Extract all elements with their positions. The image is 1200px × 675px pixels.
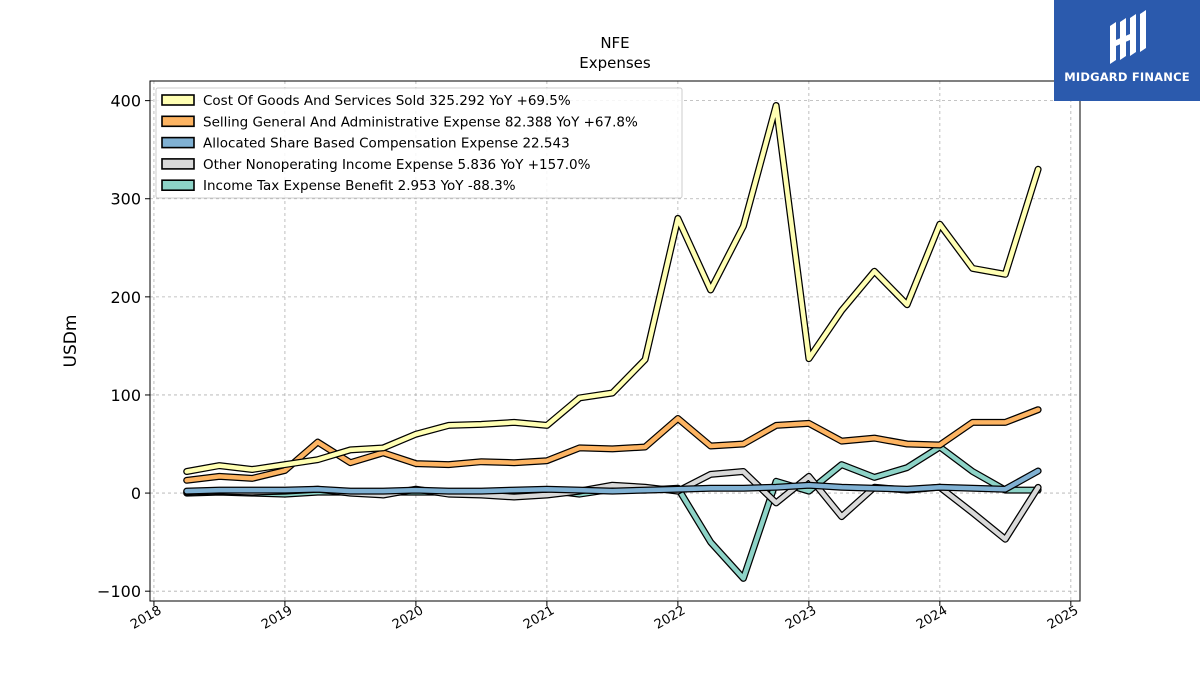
plot-frame [149,80,1081,602]
series-1-line [183,102,1042,475]
x-tick-label: 2022 [652,603,688,633]
series-line-outline [183,468,1042,543]
legend-label: Selling General And Administrative Expen… [203,114,638,130]
y-axis-label: USDm [61,315,81,368]
legend-item-1: Cost Of Goods And Services Sold 325.292 … [161,93,571,109]
series-2-line [183,406,1042,484]
y-tick-label: 200 [110,288,141,307]
series-4-line [183,468,1042,543]
y-tick-label: 400 [110,92,141,111]
x-tick-label: 2023 [783,603,819,633]
series-5-line [183,443,1042,582]
x-tick-label: 2018 [128,603,164,633]
legend-label: Other Nonoperating Income Expense 5.836 … [203,157,591,173]
y-tick-label: −100 [97,582,141,601]
legend-item-2: Selling General And Administrative Expen… [161,114,638,130]
legend-label: Income Tax Expense Benefit 2.953 YoY -88… [203,178,516,194]
x-tick-label: 2021 [521,603,557,633]
legend-swatch [161,136,195,149]
legend-label: Allocated Share Based Compensation Expen… [203,136,570,152]
series-line-fill [184,103,1041,474]
legend-swatch [161,158,195,170]
x-tick-label: 2019 [259,603,295,633]
legend: Cost Of Goods And Services Sold 325.292 … [155,87,683,199]
y-tick-label: 100 [110,386,141,405]
brand-name: MIDGARD FINANCE [1064,70,1190,84]
chart-title: NFE [600,34,629,52]
legend-swatch [161,94,195,106]
x-tick-label: 2024 [914,603,950,633]
chart-subtitle: Expenses [579,54,651,72]
legend-box [155,87,683,199]
series-line-fill [184,468,1041,494]
legend-item-4: Other Nonoperating Income Expense 5.836 … [161,157,591,173]
brand-logo-mark [1110,10,1146,64]
brand-logo: MIDGARD FINANCE [1054,0,1200,101]
legend-swatch [161,115,195,128]
legend-item-5: Income Tax Expense Benefit 2.953 YoY -88… [161,178,516,194]
series-line-fill [184,407,1041,483]
legend-item-3: Allocated Share Based Compensation Expen… [161,136,570,152]
y-tick-label: 300 [110,190,141,209]
series-lines [183,102,1042,582]
x-tick-label: 2020 [390,603,426,633]
x-tick-label: 2025 [1045,603,1081,633]
y-tick-label: 0 [131,484,141,503]
series-line-fill [184,469,1041,542]
legend-label: Cost Of Goods And Services Sold 325.292 … [203,93,571,109]
series-line-fill [184,444,1041,581]
series-3-line [183,467,1042,495]
legend-swatch [161,179,195,191]
